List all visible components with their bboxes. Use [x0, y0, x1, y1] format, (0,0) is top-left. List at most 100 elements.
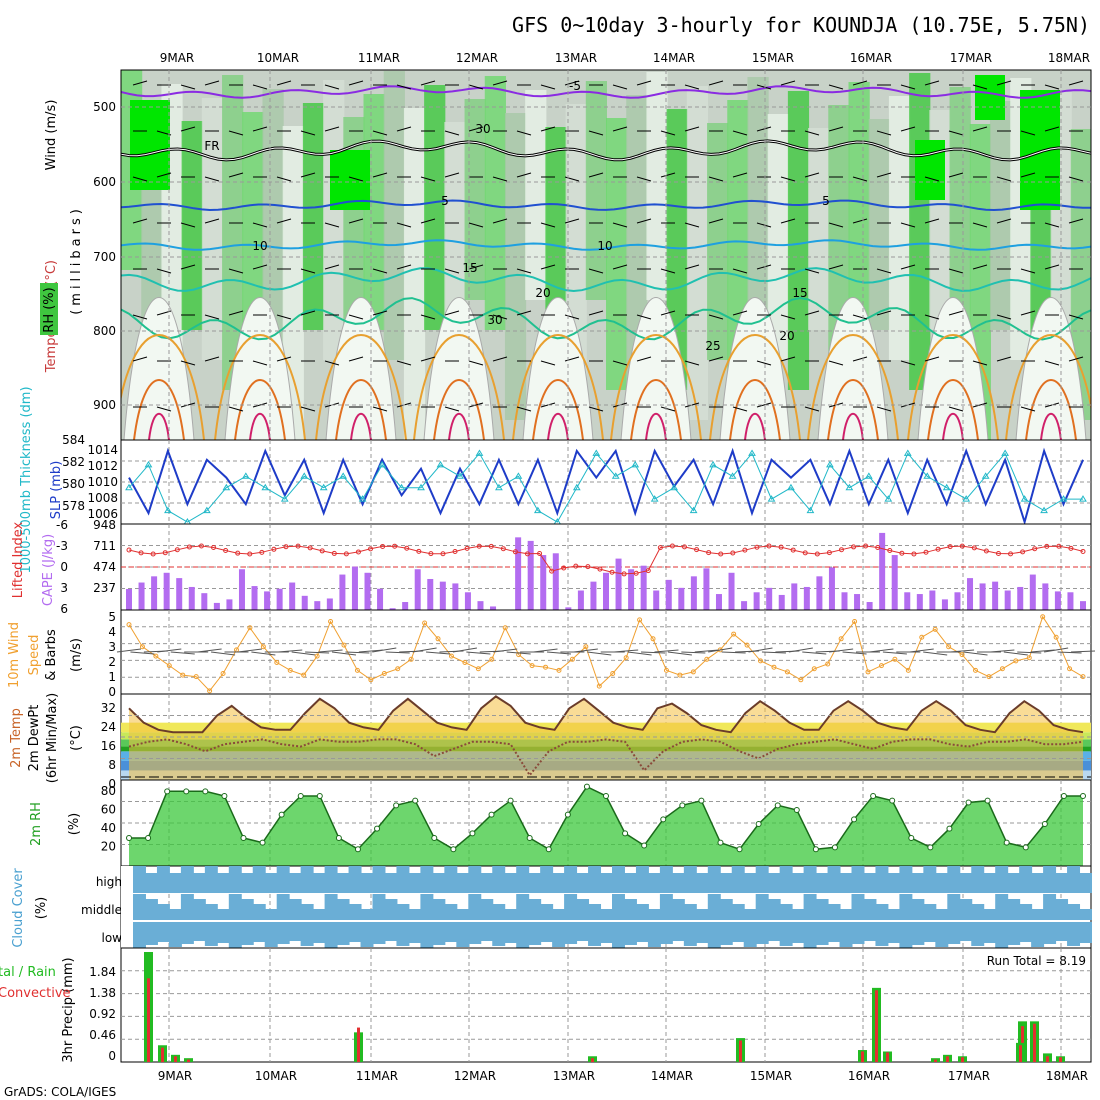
cloud-high — [983, 873, 997, 893]
rh-point — [851, 816, 858, 823]
cloud-mid — [935, 909, 949, 920]
wind-barb — [804, 172, 820, 178]
thickness-point — [1059, 495, 1068, 502]
wind-speed-point — [207, 688, 213, 694]
warm-contour — [214, 334, 306, 440]
wind-barb — [612, 360, 628, 366]
cloud-low — [444, 922, 458, 942]
cloud-mid — [300, 904, 314, 920]
cloud-low — [1019, 922, 1033, 942]
cloud-high — [372, 866, 386, 893]
thickness-point — [923, 472, 932, 479]
thickness-point — [475, 449, 484, 456]
cape-bar — [1067, 592, 1074, 610]
cloud-low — [204, 922, 218, 946]
thickness-point — [339, 472, 348, 479]
rh-band — [484, 76, 506, 330]
wind-barb — [694, 649, 719, 653]
wind-barb — [276, 80, 292, 86]
rh-point — [374, 825, 381, 832]
cloud-low — [336, 922, 350, 945]
cloud-mid — [635, 904, 649, 920]
wind-barb — [684, 126, 700, 132]
cloud-high — [192, 873, 206, 893]
wind-barb — [324, 84, 340, 90]
wind-barb — [506, 651, 531, 655]
cloud-low — [671, 922, 685, 941]
cloud-mid — [695, 909, 709, 920]
wind-barb — [996, 356, 1012, 362]
cloud-high — [671, 873, 685, 893]
precip-conv-bar — [591, 1058, 594, 1062]
cloud-mid — [588, 904, 602, 920]
wind-barb — [132, 176, 148, 182]
wind-speed-point — [892, 656, 898, 662]
cloud-mid — [252, 904, 266, 920]
wind-barb — [660, 406, 676, 412]
wind-barb — [345, 651, 370, 654]
lifted-index-point — [380, 543, 386, 549]
wind-barb — [300, 130, 316, 136]
wind-speed-point — [166, 663, 172, 669]
cape-bar — [464, 592, 471, 610]
wind-speed-point — [1067, 666, 1073, 672]
cape-bar — [163, 572, 170, 610]
warm-contour — [234, 379, 286, 440]
cloud-high — [839, 873, 853, 893]
rh-band — [646, 72, 668, 300]
wind-speed-point — [1040, 614, 1046, 620]
wind-barb — [324, 264, 340, 270]
wind-barb — [948, 130, 964, 136]
cloud-mid — [324, 894, 338, 920]
wind-speed-point — [1053, 634, 1059, 640]
rh-point — [354, 846, 361, 853]
contour-label: 10 — [597, 239, 612, 253]
cloud-mid — [276, 894, 290, 920]
wind-speed-point — [663, 667, 669, 673]
cloud-mid — [779, 904, 793, 920]
li-tick: 3 — [60, 581, 68, 595]
wind-tick: 2 — [108, 655, 116, 669]
wind-barb — [996, 80, 1012, 86]
wind-speed-point — [731, 631, 737, 637]
cloud-mid — [420, 894, 434, 920]
rh-point — [736, 846, 743, 853]
wind-barb — [396, 264, 412, 270]
wind-barb — [276, 314, 292, 320]
rh-point — [717, 839, 724, 846]
rh-point — [564, 811, 571, 818]
wind-barb — [909, 648, 934, 653]
cape-bar — [226, 599, 233, 610]
cloud-low — [252, 922, 266, 942]
temp-tick: 16 — [101, 739, 116, 753]
wind-barb — [348, 176, 364, 182]
lifted-index-point — [464, 545, 470, 551]
cloud-panel: high middle low — [81, 865, 1092, 949]
cloud-mid — [133, 894, 146, 920]
cloud-low — [588, 922, 602, 946]
wind-speed-point — [650, 636, 656, 642]
cloud-low — [983, 922, 997, 943]
rh-point — [927, 844, 934, 851]
label-temp2: 2m Temp — [9, 708, 24, 768]
rh-area — [129, 786, 1083, 866]
cloud-mid — [552, 909, 566, 920]
wind-barb — [780, 356, 796, 362]
warm-contour — [315, 334, 407, 440]
wind-barb — [748, 647, 773, 653]
wind-barb — [426, 651, 451, 655]
wind-speed-point — [408, 656, 414, 662]
wind-barb — [291, 651, 316, 656]
thickness-point — [689, 506, 698, 514]
rh-point — [965, 799, 972, 806]
wind-barb — [948, 268, 964, 274]
wind-barb — [452, 647, 477, 653]
cloud-mid — [168, 909, 182, 920]
rh-point — [412, 797, 419, 804]
cloud-low — [456, 922, 470, 947]
hot-contour — [1040, 412, 1062, 440]
wind-barb — [210, 651, 236, 656]
wind-barb — [468, 360, 484, 366]
pressure-tick: 900 — [93, 398, 116, 412]
rh-point — [469, 830, 476, 837]
